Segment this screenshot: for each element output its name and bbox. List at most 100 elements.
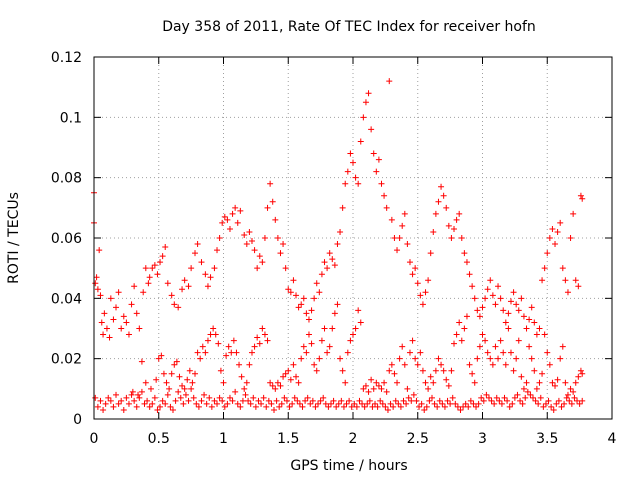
data-point [487,355,494,362]
data-point [308,340,315,347]
data-point [339,204,346,211]
data-point [438,361,445,368]
data-point [173,358,180,365]
data-point [280,241,287,248]
data-point [241,385,248,392]
data-point [337,355,344,362]
data-point [524,388,531,395]
data-point [564,289,571,296]
data-point [155,355,162,362]
data-point [419,301,426,308]
data-point [539,370,546,377]
data-point [401,210,408,217]
data-point [334,241,341,248]
data-point [391,370,398,377]
data-point [202,349,209,356]
data-point [471,379,478,386]
data-point [181,385,188,392]
data-point [357,319,364,326]
data-point [278,400,285,407]
data-point [208,403,215,410]
data-point [356,397,363,404]
data-point [300,343,307,350]
data-point [403,400,410,407]
data-point [287,376,294,383]
data-point [290,277,297,284]
data-point [98,319,105,326]
data-point [197,355,204,362]
data-point [120,406,127,413]
data-point [368,126,375,133]
data-point [546,235,553,241]
data-point [115,289,122,296]
data-point [211,265,218,272]
data-point [505,310,512,317]
data-point [295,379,302,386]
data-point [151,262,158,269]
data-point [438,183,445,190]
data-point [414,280,421,287]
data-point [357,138,364,145]
data-point [535,400,542,407]
data-point [443,376,450,383]
data-point [410,391,417,398]
data-point [179,382,186,389]
data-point [313,280,320,287]
data-point [469,283,476,290]
data-point [404,385,411,392]
data-point [340,403,347,410]
data-point [448,367,455,374]
data-point [280,373,287,380]
data-point [378,180,385,187]
data-point [383,388,390,395]
data-point [246,361,253,368]
data-point [576,400,583,407]
data-point [467,397,474,404]
x-tick-label: 2.5 [407,431,429,447]
data-point [428,394,435,401]
data-point [353,403,360,410]
data-point [237,207,244,214]
data-point [419,367,426,374]
data-point [214,247,221,254]
data-point [245,397,252,404]
x-tick-label: 1.5 [277,431,299,447]
data-point [318,337,325,344]
data-point [217,367,224,374]
data-point [169,406,176,413]
data-point [274,235,281,241]
data-point [316,355,323,362]
data-point [443,204,450,211]
data-point [342,379,349,386]
data-point [339,367,346,374]
data-point [471,295,478,302]
data-point [309,397,316,404]
data-point [320,394,327,401]
data-point [542,400,549,407]
data-point [575,283,582,290]
data-point [166,385,173,392]
data-point [97,397,104,404]
data-point [425,385,432,392]
data-point [157,259,164,266]
data-point [406,349,413,356]
data-point [142,265,149,272]
data-point [435,198,442,205]
data-point [201,391,208,398]
data-point [223,352,230,359]
data-point [416,403,423,410]
data-point [440,367,447,374]
data-point [190,394,197,401]
data-point [457,406,464,413]
data-point [365,90,372,97]
data-point [346,397,353,404]
data-point [422,289,429,296]
data-point [131,397,138,404]
data-point [322,400,329,407]
data-point [526,343,533,350]
data-point [426,397,433,404]
data-point [528,304,535,311]
data-point [277,250,284,257]
data-point [549,225,556,232]
data-point [568,400,575,407]
